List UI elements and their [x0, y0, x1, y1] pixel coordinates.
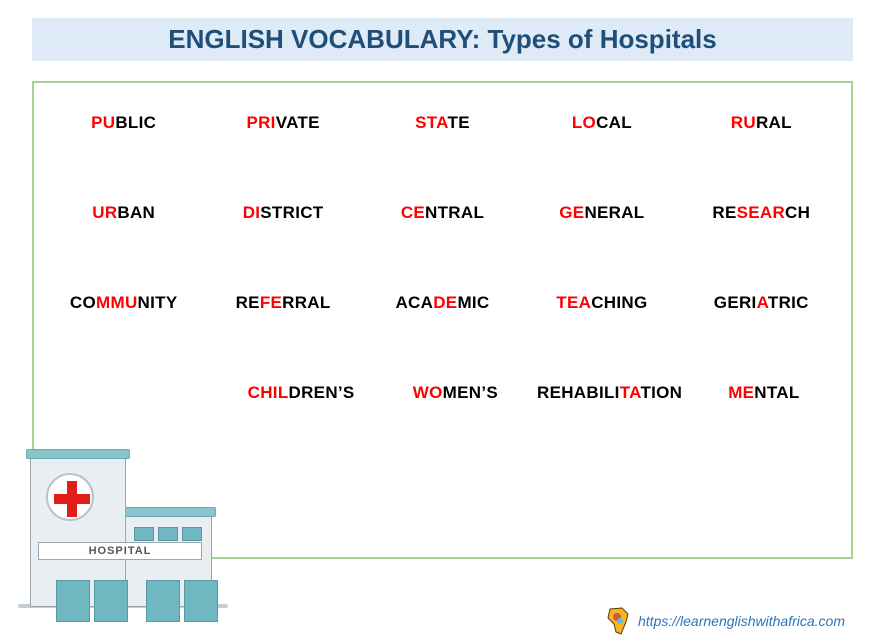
word-local: LOCAL	[522, 113, 681, 133]
word-academic: ACADEMIC	[363, 293, 522, 313]
word-public: PUBLIC	[44, 113, 203, 133]
word-research: RESEARCH	[682, 203, 841, 223]
africa-logo-icon	[604, 606, 632, 636]
word-district: DISTRICT	[203, 203, 362, 223]
red-cross-icon	[46, 473, 94, 521]
page-title: ENGLISH VOCABULARY: Types of Hospitals	[168, 24, 716, 54]
word-urban: URBAN	[44, 203, 203, 223]
hospital-icon: HOSPITAL	[18, 447, 218, 622]
word-community: COMMUNITY	[44, 293, 203, 313]
footer: https://learnenglishwithafrica.com	[604, 606, 845, 636]
word-rehabilitation: REHABILITATION	[533, 383, 687, 403]
hospital-sign: HOSPITAL	[38, 542, 202, 560]
word-central: CENTRAL	[363, 203, 522, 223]
title-bar: ENGLISH VOCABULARY: Types of Hospitals	[32, 18, 853, 61]
word-grid: PUBLIC PRIVATE STATE LOCAL RURAL URBAN D…	[34, 113, 851, 313]
word-rural: RURAL	[682, 113, 841, 133]
word-mental: MENTAL	[687, 383, 841, 403]
word-general: GENERAL	[522, 203, 681, 223]
word-womens: WOMEN’S	[378, 383, 532, 403]
word-state: STATE	[363, 113, 522, 133]
word-teaching: TEACHING	[522, 293, 681, 313]
word-referral: REFERRAL	[203, 293, 362, 313]
word-geriatric: GERIATRIC	[682, 293, 841, 313]
word-grid-row-4: CHILDREN’S WOMEN’S REHABILITATION MENTAL	[34, 383, 851, 403]
word-childrens: CHILDREN’S	[224, 383, 378, 403]
source-link[interactable]: https://learnenglishwithafrica.com	[638, 613, 845, 629]
word-private: PRIVATE	[203, 113, 362, 133]
